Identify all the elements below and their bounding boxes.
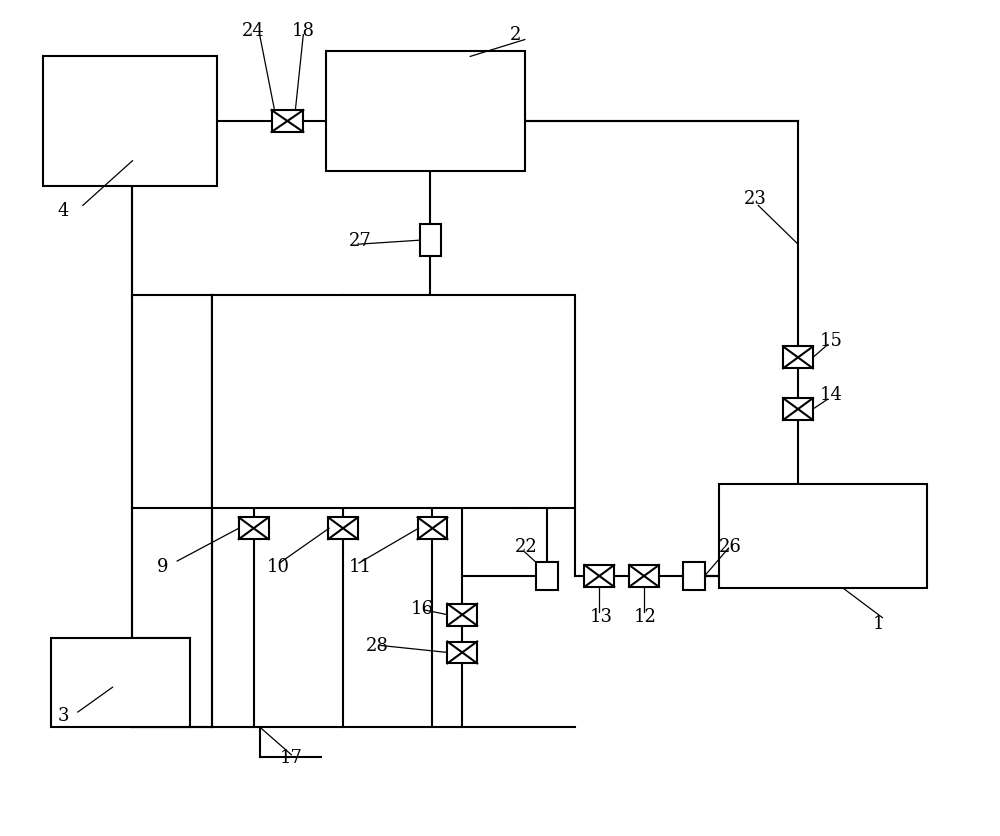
Bar [43, 58, 217, 186]
Bar [719, 484, 927, 589]
Text: 22: 22 [515, 538, 538, 555]
Bar [584, 565, 614, 587]
Bar [328, 517, 358, 539]
Bar [629, 565, 659, 587]
Bar [447, 604, 477, 626]
Text: 15: 15 [820, 331, 843, 349]
Text: 10: 10 [267, 558, 290, 575]
Text: 23: 23 [743, 191, 766, 208]
Text: 13: 13 [589, 607, 612, 625]
Text: 9: 9 [157, 558, 169, 575]
Text: 3: 3 [58, 706, 69, 724]
Text: 11: 11 [349, 558, 372, 575]
Bar [239, 517, 269, 539]
Bar [51, 638, 190, 727]
Bar [212, 295, 575, 509]
Text: 2: 2 [510, 26, 521, 43]
Text: 26: 26 [719, 538, 741, 555]
Text: 24: 24 [242, 22, 264, 39]
Bar [536, 563, 558, 590]
Bar [420, 225, 441, 257]
Bar [447, 642, 477, 664]
Text: 1: 1 [873, 614, 884, 632]
Text: 12: 12 [634, 607, 657, 625]
Bar [683, 563, 705, 590]
Bar [418, 517, 447, 539]
Text: 16: 16 [411, 599, 434, 617]
Bar [783, 347, 813, 369]
Bar [783, 399, 813, 421]
Text: 27: 27 [349, 232, 372, 250]
Text: 18: 18 [291, 22, 314, 39]
Text: 28: 28 [366, 637, 389, 655]
Text: 17: 17 [279, 748, 302, 766]
Bar [272, 111, 303, 133]
Bar [326, 53, 525, 171]
Text: 14: 14 [820, 385, 843, 404]
Text: 4: 4 [58, 202, 69, 220]
